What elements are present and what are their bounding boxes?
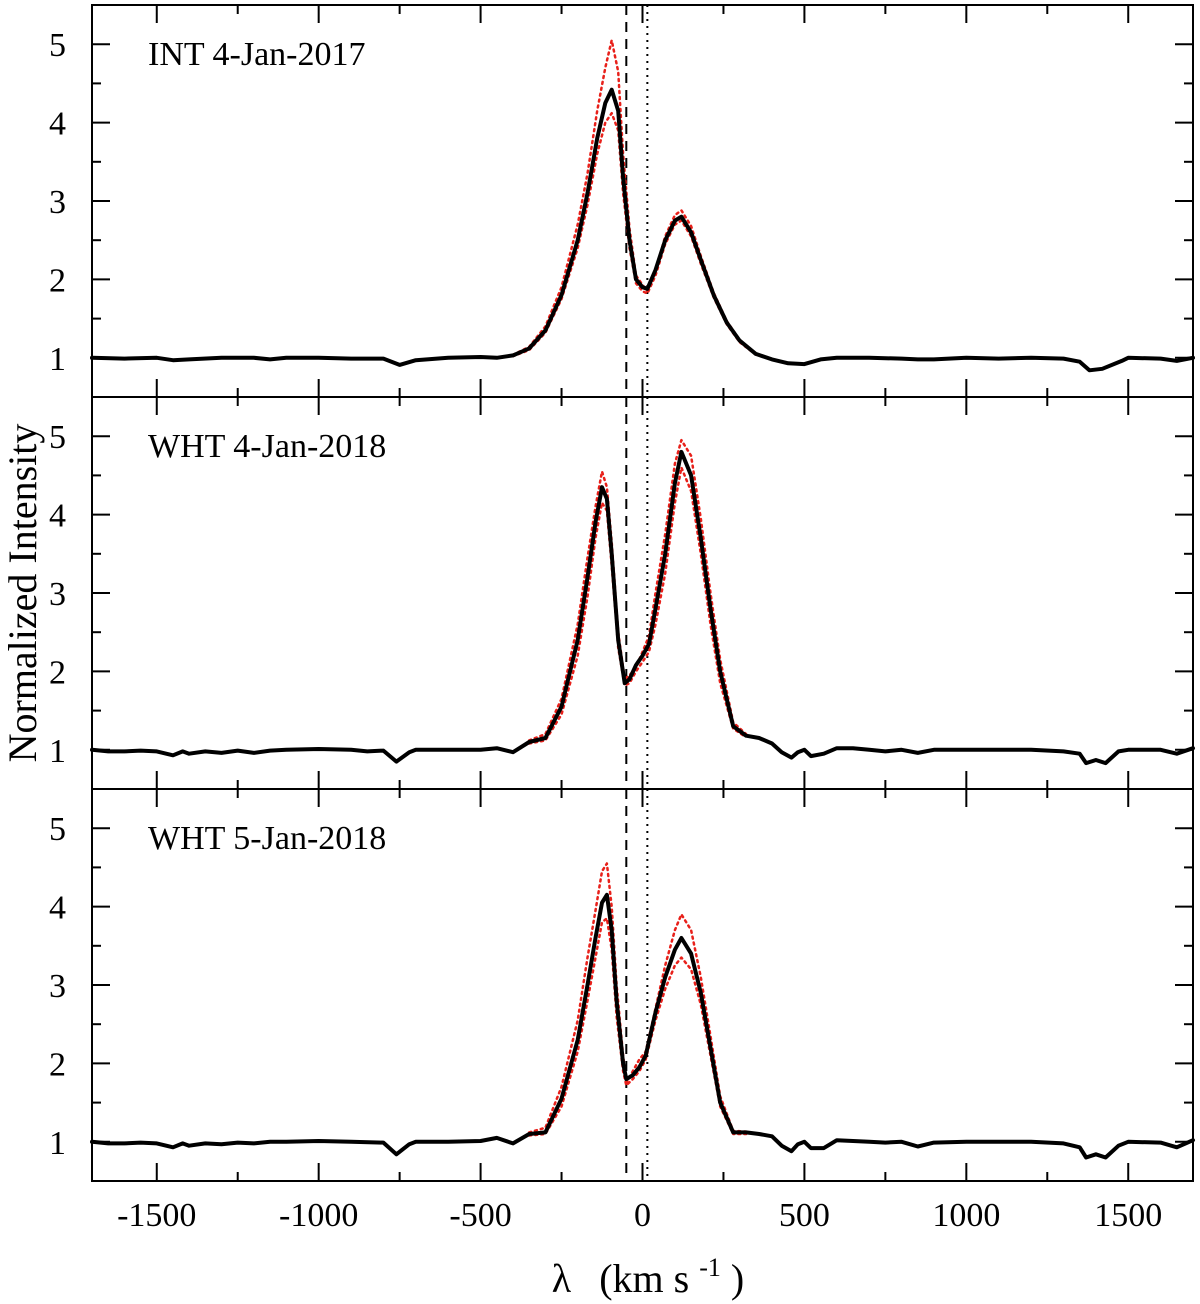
x-tick-label: 0	[634, 1197, 651, 1234]
y-tick-label: 4	[49, 106, 66, 143]
y-tick-label: 2	[49, 262, 66, 299]
panel-1: 1 2 3 4 5 INT 4-Jan-2017	[49, 4, 1195, 398]
x-tick-label: 1000	[932, 1197, 1000, 1234]
x-axis-unit-exponent: -1	[699, 1253, 721, 1282]
x-tick-label: 500	[779, 1197, 830, 1234]
y-tick-label: 5	[49, 811, 66, 848]
x-tick-label: -1500	[117, 1197, 196, 1234]
x-tick-label: 1500	[1094, 1197, 1162, 1234]
y-tick-label: 1	[49, 733, 66, 770]
series-line-individual-high	[527, 438, 748, 742]
y-tick-label: 1	[49, 1125, 66, 1162]
x-tick-label: -500	[449, 1197, 511, 1234]
y-tick-label: 1	[49, 341, 66, 378]
y-tick-label: 2	[49, 1046, 66, 1083]
panel-label: INT 4-Jan-2017	[148, 36, 366, 73]
x-axis-unit-close: )	[731, 1256, 744, 1301]
y-tick-label: 3	[49, 968, 66, 1005]
series-line-individual-high	[527, 862, 748, 1134]
y-axis-title: Normalized Intensity	[0, 424, 45, 763]
y-tick-label: 5	[49, 27, 66, 64]
y-tick-label: 2	[49, 654, 66, 691]
panel-2: 1 2 3 4 5 WHT 4-Jan-2018	[49, 396, 1195, 790]
series-line-mean	[90, 87, 1195, 373]
y-tick-label: 5	[49, 419, 66, 456]
panel-label: WHT 4-Jan-2018	[148, 428, 386, 465]
panel-label: WHT 5-Jan-2018	[148, 820, 386, 857]
series-line-individual-low	[527, 466, 748, 745]
panel-3: 1 2 3 4 5 WHT 5-Jan-2018	[49, 788, 1195, 1182]
y-tick-label: 3	[49, 576, 66, 613]
x-axis-title: λ (km s -1 )	[552, 1240, 744, 1301]
x-axis-symbol: λ	[552, 1256, 572, 1301]
y-tick-label: 3	[49, 184, 66, 221]
series-line-mean	[90, 449, 1195, 766]
x-tick-label: -1000	[279, 1197, 358, 1234]
y-tick-label: 4	[49, 498, 66, 535]
chart-panels: 1 2 3 4 5 INT 4-Jan-2017 1 2 3 4 5 WHT 4-Jan-2018 1 2…	[49, 4, 1195, 1234]
series-line-mean	[90, 892, 1195, 1160]
y-tick-label: 4	[49, 890, 66, 927]
x-axis-unit: (km s	[599, 1256, 689, 1301]
series-line-individual-low	[527, 917, 748, 1137]
